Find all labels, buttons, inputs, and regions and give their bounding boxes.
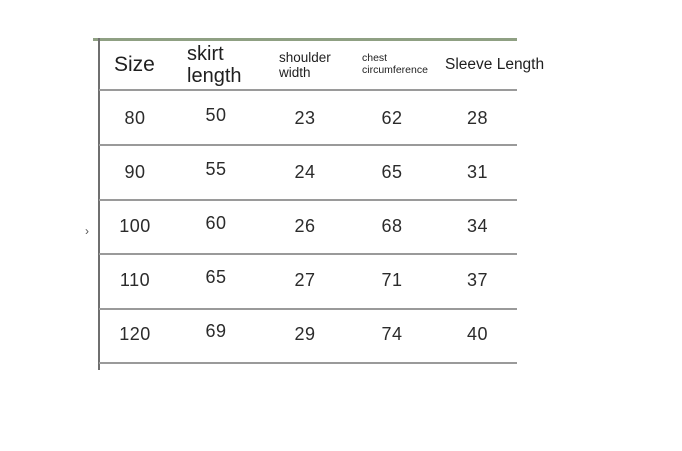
cell-skirt-length: 65 xyxy=(205,267,227,288)
table-left-border xyxy=(98,38,100,370)
column-header-sleeve-length: Sleeve Length xyxy=(445,56,545,74)
column-header-shoulder-width: shoulder width xyxy=(279,49,331,80)
table-top-border xyxy=(93,38,517,41)
column-header-size: Size xyxy=(114,53,155,77)
cell-skirt-length: 50 xyxy=(205,104,227,125)
cell-sleeve-length: 28 xyxy=(466,107,489,128)
cell-shoulder-width: 27 xyxy=(294,270,316,291)
table-row-size-110: 110 65 27 71 37 xyxy=(100,254,519,308)
column-header-skirt-length: skirt length xyxy=(187,42,242,87)
cell-skirt-length: 60 xyxy=(205,213,227,233)
cell-size: 110 xyxy=(119,270,151,291)
cell-chest-circumference: 74 xyxy=(381,324,403,345)
cell-shoulder-width: 24 xyxy=(294,161,316,182)
row-divider-line xyxy=(99,253,517,255)
cell-sleeve-length: 37 xyxy=(466,270,489,291)
cell-sleeve-length: 40 xyxy=(466,324,489,345)
cell-size: 120 xyxy=(119,324,151,345)
row-divider-line xyxy=(99,308,517,310)
cell-size: 100 xyxy=(119,216,151,236)
table-header-row: Size skirt length shoulder width chest c… xyxy=(100,41,545,89)
cell-chest-circumference: 71 xyxy=(381,270,403,291)
cell-shoulder-width: 29 xyxy=(294,324,316,345)
cell-skirt-length: 55 xyxy=(205,158,227,179)
chevron-right-icon: › xyxy=(85,224,89,238)
row-divider-line xyxy=(99,199,517,201)
cell-size: 80 xyxy=(124,107,146,128)
table-row-size-100: 100 60 26 68 34 xyxy=(100,199,519,253)
table-row-size-120: 120 69 29 74 40 xyxy=(100,308,519,362)
table-row-size-80: 80 50 23 62 28 xyxy=(100,91,519,145)
cell-size: 90 xyxy=(124,161,146,182)
cell-shoulder-width: 26 xyxy=(294,216,316,236)
cell-skirt-length: 69 xyxy=(205,321,227,342)
cell-chest-circumference: 68 xyxy=(381,216,403,236)
table-row-size-90: 90 55 24 65 31 xyxy=(100,145,519,199)
cell-chest-circumference: 62 xyxy=(381,107,403,128)
cell-sleeve-length: 34 xyxy=(466,216,489,236)
cell-shoulder-width: 23 xyxy=(294,107,316,128)
header-divider-line xyxy=(99,89,517,91)
row-divider-line xyxy=(99,144,517,146)
table-bottom-border xyxy=(99,362,517,364)
column-header-chest-circumference: chest circumference xyxy=(362,52,428,76)
cell-sleeve-length: 31 xyxy=(466,161,489,182)
cell-chest-circumference: 65 xyxy=(381,161,403,182)
table-body: 80 50 23 62 28 90 55 24 65 31 100 60 26 … xyxy=(100,91,519,362)
